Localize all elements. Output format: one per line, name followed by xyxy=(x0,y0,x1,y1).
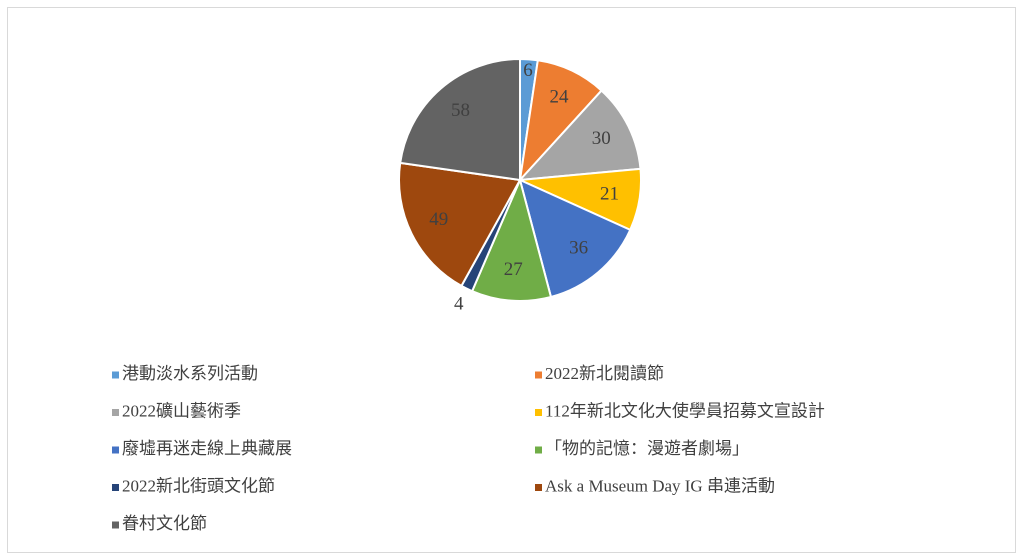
data-label: 6 xyxy=(523,60,533,81)
pie-slice xyxy=(398,161,522,288)
legend-label: 廢墟再迷走線上典藏展 xyxy=(122,439,292,458)
pie-slice xyxy=(399,57,521,182)
legend-label: Ask a Museum Day IG 串連活動 xyxy=(545,476,775,495)
legend-swatch xyxy=(535,409,542,416)
legend-swatch xyxy=(112,446,119,454)
pie-slice xyxy=(518,178,632,299)
data-label: 30 xyxy=(592,128,611,149)
legend-swatch xyxy=(535,371,542,379)
pie-slice xyxy=(470,176,553,302)
legend-label: 2022礦山藝術季 xyxy=(122,401,241,420)
legend-label: 112年新北文化大使學員招募文宣設計 xyxy=(545,400,825,420)
legend-label: 2022新北街頭文化節 xyxy=(122,476,275,495)
data-label: 21 xyxy=(600,183,619,204)
legend-label: 「物的記憶：漫遊者劇場」 xyxy=(545,439,749,458)
pie-slice xyxy=(517,89,642,182)
data-label: 49 xyxy=(429,209,448,230)
data-label: 4 xyxy=(454,293,464,314)
legend-label: 港動淡水系列活動 xyxy=(122,364,258,383)
legend-swatch xyxy=(112,521,119,529)
legend-swatch xyxy=(112,409,119,416)
data-label: 27 xyxy=(504,259,523,280)
data-label: 58 xyxy=(451,100,470,121)
data-label: 24 xyxy=(549,86,569,107)
legend-label: 2022新北閱讀節 xyxy=(545,364,664,383)
data-label: 36 xyxy=(569,238,588,259)
legend-swatch xyxy=(535,446,542,454)
legend-label: 眷村文化節 xyxy=(122,514,207,533)
legend-swatch xyxy=(112,371,119,379)
legend-swatch xyxy=(112,484,119,491)
legend-swatch xyxy=(535,484,542,491)
